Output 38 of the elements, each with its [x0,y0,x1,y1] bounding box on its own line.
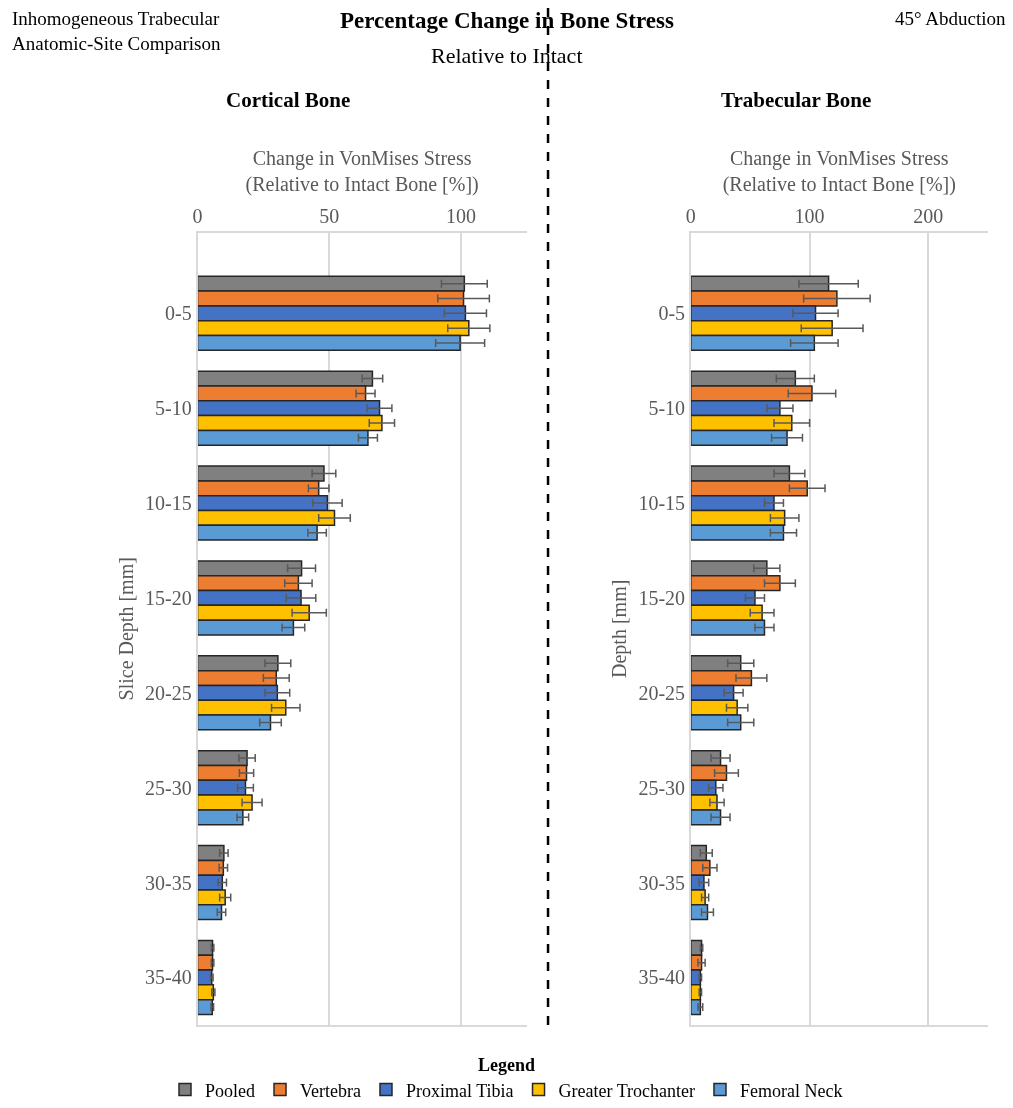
y-tick-label: 5-10 [155,397,192,420]
legend-label: Vertebra [300,1080,361,1101]
y-axis-title: Slice Depth [mm] [115,557,139,701]
y-tick-label: 30-35 [145,871,192,894]
y-tick-label: 20-25 [145,681,192,704]
y-tick-label: 0-5 [658,302,686,325]
legend-title: Legend [477,1055,536,1076]
chart-title: Cortical Bone [226,88,351,112]
legend-label: Femoral Neck [739,1080,843,1101]
x-tick-label: 100 [445,204,476,227]
text: Percentage Change in Bone Stress [340,8,674,33]
y-tick-label: 15-20 [638,586,686,609]
x-tick-label: 200 [913,204,944,227]
y-tick-label: 25-30 [145,776,192,799]
x-tick-label: 100 [794,204,825,227]
x-axis-title: Change in VonMises Stress (Relative to Intact Bone [%]) [245,146,479,196]
text: Relative to Intact [431,43,583,68]
y-tick-label: 5-10 [648,397,686,420]
chart-title: Trabecular Bone [721,88,872,112]
text: 45° Abduction [895,8,1007,29]
text: Inhomogeneous Trabecular Anatomic-Site Comparison [12,8,221,54]
y-tick-label: 25-30 [638,776,686,799]
y-tick-label: 15-20 [145,586,192,609]
y-tick-label: 35-40 [638,966,686,989]
legend-label: Greater Trochanter [558,1080,695,1101]
y-tick-label: 10-15 [638,492,686,515]
y-tick-label: 0-5 [165,302,192,325]
legend-label: Proximal Tibia [405,1080,514,1101]
x-tick-label: 0 [192,204,203,227]
x-axis-title: Change in VonMises Stress (Relative to Intact Bone [%]) [722,146,956,196]
x-tick-label: 50 [319,204,340,227]
x-tick-label: 0 [685,204,696,227]
y-tick-label: 10-15 [145,492,192,515]
y-tick-label: 35-40 [145,966,192,989]
y-tick-label: 30-35 [638,871,686,894]
y-axis-title: Depth [mm] [608,579,632,678]
legend-label: Pooled [205,1080,256,1101]
y-tick-label: 20-25 [638,681,686,704]
